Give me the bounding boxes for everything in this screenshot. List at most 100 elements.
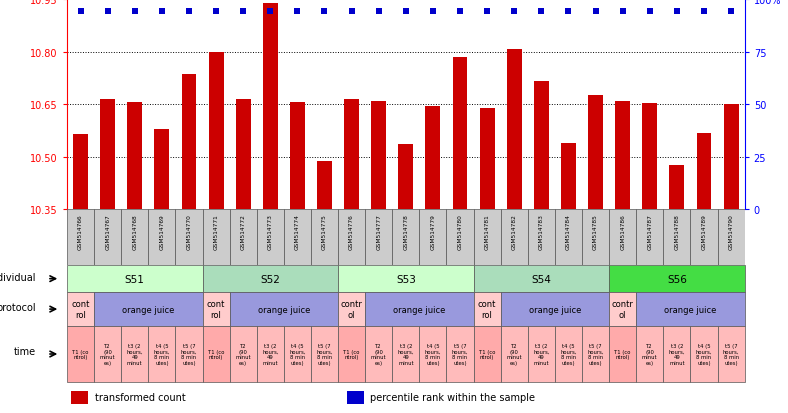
Text: contr
ol: contr ol <box>340 300 362 319</box>
Text: t3 (2
hours,
49
minut: t3 (2 hours, 49 minut <box>533 343 549 366</box>
Text: GSM514770: GSM514770 <box>187 214 191 249</box>
Text: orange juice: orange juice <box>393 305 445 314</box>
Bar <box>419 326 447 382</box>
Bar <box>474 292 500 326</box>
Bar <box>609 266 745 292</box>
Text: t3 (2
hours,
49
minut: t3 (2 hours, 49 minut <box>262 343 278 366</box>
Bar <box>176 210 203 266</box>
Bar <box>365 326 392 382</box>
Bar <box>229 292 338 326</box>
Bar <box>209 52 224 210</box>
Bar <box>474 266 609 292</box>
Bar <box>399 145 413 210</box>
Text: cont
rol: cont rol <box>478 300 496 319</box>
Text: GSM514784: GSM514784 <box>566 214 571 249</box>
Bar <box>507 50 522 210</box>
Text: T2
(90
minut
es): T2 (90 minut es) <box>507 343 522 366</box>
Bar <box>636 326 663 382</box>
Bar <box>419 210 447 266</box>
Text: t4 (5
hours,
8 min
utes): t4 (5 hours, 8 min utes) <box>289 343 306 366</box>
Bar <box>500 210 528 266</box>
Text: GSM514790: GSM514790 <box>729 214 734 249</box>
Bar <box>284 326 311 382</box>
Bar <box>500 292 609 326</box>
Bar <box>365 210 392 266</box>
Text: S51: S51 <box>125 274 145 284</box>
Bar <box>203 266 338 292</box>
Text: GSM514786: GSM514786 <box>620 214 625 249</box>
Bar <box>100 100 115 210</box>
Bar <box>609 292 636 326</box>
Bar <box>447 210 474 266</box>
Text: percentile rank within the sample: percentile rank within the sample <box>370 392 535 403</box>
Bar <box>609 210 636 266</box>
Text: orange juice: orange juice <box>258 305 310 314</box>
Bar <box>392 326 419 382</box>
Text: t4 (5
hours,
8 min
utes): t4 (5 hours, 8 min utes) <box>696 343 712 366</box>
Bar <box>690 210 718 266</box>
Text: S56: S56 <box>667 274 687 284</box>
Bar <box>555 326 582 382</box>
Text: orange juice: orange juice <box>664 305 716 314</box>
Bar <box>636 210 663 266</box>
Text: GSM514779: GSM514779 <box>430 214 436 249</box>
Bar <box>128 103 142 210</box>
Bar <box>588 96 603 210</box>
Text: t4 (5
hours,
8 min
utes): t4 (5 hours, 8 min utes) <box>560 343 577 366</box>
Bar <box>311 326 338 382</box>
Text: S53: S53 <box>396 274 416 284</box>
Bar <box>203 326 229 382</box>
Text: GSM514785: GSM514785 <box>593 214 598 249</box>
Bar <box>609 326 636 382</box>
Bar <box>236 100 251 210</box>
Bar <box>690 326 718 382</box>
Text: t3 (2
hours,
49
minut: t3 (2 hours, 49 minut <box>127 343 143 366</box>
Text: t5 (7
hours,
8 min
utes): t5 (7 hours, 8 min utes) <box>587 343 604 366</box>
Text: T1 (co
ntrol): T1 (co ntrol) <box>72 349 89 360</box>
Bar <box>73 135 88 210</box>
Bar <box>447 326 474 382</box>
Bar <box>582 326 609 382</box>
Bar <box>181 75 196 210</box>
Text: GSM514775: GSM514775 <box>322 214 327 249</box>
Text: T1 (co
ntrol): T1 (co ntrol) <box>208 349 225 360</box>
Text: GSM514788: GSM514788 <box>675 214 679 249</box>
Text: T1 (co
ntrol): T1 (co ntrol) <box>615 349 631 360</box>
Text: individual: individual <box>0 273 36 282</box>
Text: GSM514772: GSM514772 <box>240 214 246 249</box>
Bar <box>338 210 365 266</box>
Bar <box>452 58 467 210</box>
Bar <box>148 210 176 266</box>
Bar <box>148 326 176 382</box>
Text: protocol: protocol <box>0 303 36 313</box>
Bar <box>663 210 690 266</box>
Text: GSM514776: GSM514776 <box>349 214 354 249</box>
Bar <box>203 292 229 326</box>
Text: S52: S52 <box>260 274 281 284</box>
Bar <box>474 210 500 266</box>
Bar <box>176 326 203 382</box>
Bar <box>94 210 121 266</box>
Text: orange juice: orange juice <box>529 305 581 314</box>
Bar <box>121 326 148 382</box>
Text: GSM514782: GSM514782 <box>511 214 517 249</box>
Bar <box>555 210 582 266</box>
Bar <box>365 292 474 326</box>
Bar <box>94 326 121 382</box>
Bar <box>371 102 386 210</box>
Bar <box>474 326 500 382</box>
Bar <box>71 391 88 404</box>
Bar <box>663 326 690 382</box>
Text: time: time <box>14 347 36 356</box>
Bar <box>347 391 364 404</box>
Text: cont
rol: cont rol <box>207 300 225 319</box>
Text: GSM514780: GSM514780 <box>458 214 463 249</box>
Text: GSM514777: GSM514777 <box>376 214 381 249</box>
Bar <box>636 292 745 326</box>
Text: GSM514774: GSM514774 <box>295 214 300 249</box>
Text: T2
(90
minut
es): T2 (90 minut es) <box>642 343 658 366</box>
Text: T1 (co
ntrol): T1 (co ntrol) <box>479 349 496 360</box>
Text: transformed count: transformed count <box>95 392 185 403</box>
Text: GSM514766: GSM514766 <box>78 214 83 249</box>
Text: GSM514773: GSM514773 <box>268 214 273 249</box>
